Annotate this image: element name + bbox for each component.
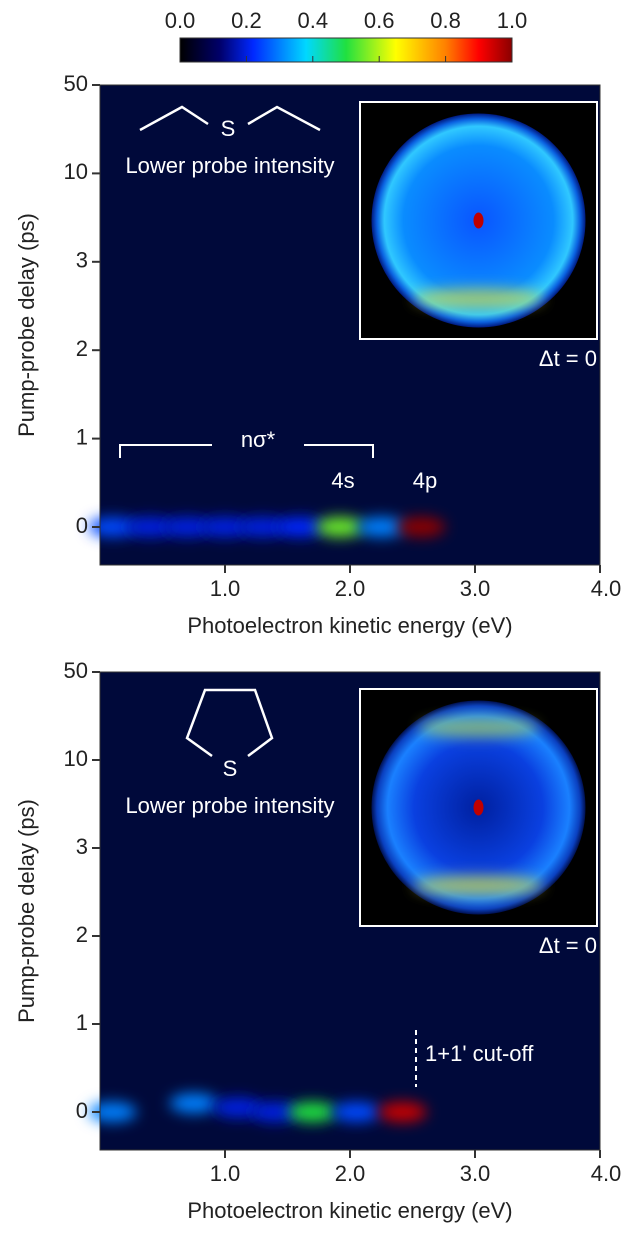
detector-ring — [413, 875, 544, 896]
y-tick-label: 0 — [76, 513, 88, 538]
note: Lower probe intensity — [125, 793, 334, 818]
x-tick-label: 1.0 — [210, 1161, 241, 1186]
intensity-spot — [332, 1102, 381, 1122]
intensity-spot — [126, 517, 174, 537]
molecule-label: S — [221, 116, 236, 141]
detector-center — [473, 212, 484, 229]
x-tick-label: 1.0 — [210, 576, 241, 601]
molecule-label: S — [223, 756, 238, 781]
x-tick-label: 2.0 — [335, 1161, 366, 1186]
intensity-spot — [213, 1097, 262, 1118]
intensity-spot — [397, 517, 446, 537]
y-tick-label: 2 — [76, 336, 88, 361]
inset-label w: Δt = 0 — [539, 933, 597, 958]
intensity-spot — [288, 1102, 337, 1122]
x-tick-label: 3.0 — [460, 1161, 491, 1186]
y-tick-label: 2 — [76, 922, 88, 947]
bracket — [119, 444, 374, 458]
intensity-spot — [238, 517, 287, 537]
intensity-spot — [316, 517, 364, 537]
band-label: 4s — [331, 468, 354, 493]
detector-center — [473, 799, 484, 816]
cutoff-label: 1+1' cut-off — [425, 1041, 534, 1066]
colorbar-tick-label: 0.6 — [364, 8, 395, 33]
x-tick-label: 3.0 — [460, 576, 491, 601]
band-label: 4p — [413, 468, 437, 493]
colorbar — [179, 37, 513, 63]
y-tick-label: 1 — [76, 1010, 88, 1035]
x-axis-title: Photoelectron kinetic energy (eV) — [187, 1198, 512, 1223]
panel: 0 1 2 3 10 50 1.0 2.0 3.0 4.0 Photoelectron kineti… — [14, 658, 621, 1223]
molecule — [139, 105, 321, 132]
panel: 0 1 2 3 10 50 1.0 2.0 3.0 4.0 Photoelectron kineti… — [14, 71, 621, 638]
colorbar-tick-label: 0.0 — [165, 8, 196, 33]
y-tick-label: 1 — [76, 424, 88, 449]
y-tick-label: 10 — [64, 159, 88, 184]
x-tick-label: 2.0 — [335, 576, 366, 601]
intensity-spot — [201, 517, 249, 537]
molecule — [185, 688, 274, 758]
y-tick-label: 50 — [64, 658, 88, 683]
colorbar-tick-label: 0.8 — [430, 8, 461, 33]
x-axis-title: Photoelectron kinetic energy (eV) — [187, 613, 512, 638]
band-label: nσ* — [241, 427, 276, 452]
y-tick-label: 3 — [76, 834, 88, 859]
colorbar-tick-label: 0.2 — [231, 8, 262, 33]
y-axis-title: Pump-probe delay (ps) — [14, 213, 39, 437]
y-tick-label: 0 — [76, 1098, 88, 1123]
y-axis-title: Pump-probe delay (ps) — [14, 799, 39, 1023]
colorbar-tick-label: 0.4 — [298, 8, 329, 33]
y-tick-label: 10 — [64, 746, 88, 771]
intensity-spot — [251, 1102, 299, 1122]
note: Lower probe intensity — [125, 153, 334, 178]
intensity-spot — [169, 1093, 218, 1114]
colorbar-tick-label: 1.0 — [497, 8, 528, 33]
x-tick-label: 4.0 — [591, 576, 622, 601]
y-tick-label: 3 — [76, 248, 88, 273]
detector-ring — [418, 717, 539, 738]
intensity-spot — [378, 1102, 427, 1122]
x-tick-label: 4.0 — [591, 1161, 622, 1186]
intensity-spot — [163, 517, 212, 537]
intensity-spot — [357, 517, 406, 537]
detector-ring — [413, 288, 544, 309]
y-tick-label: 50 — [64, 71, 88, 96]
intensity-spot — [276, 517, 324, 537]
inset-label w: Δt = 0 — [539, 346, 597, 371]
